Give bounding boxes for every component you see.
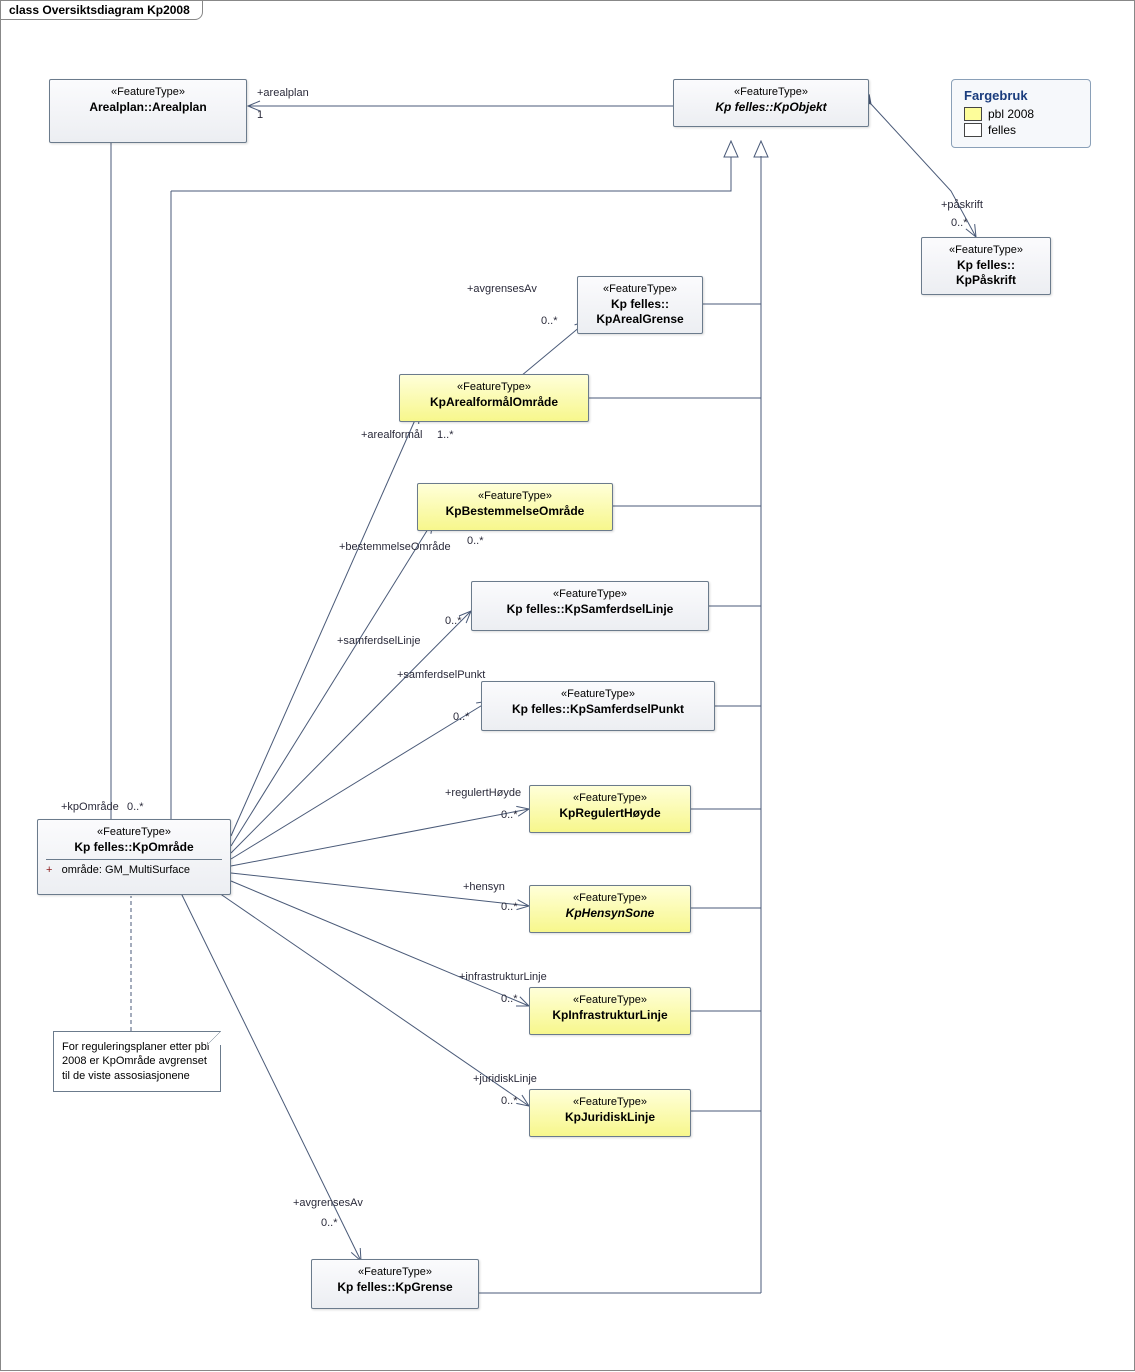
stereo: «FeatureType» [682, 86, 860, 100]
class-name: KpRegulertHøyde [538, 806, 682, 821]
label-juridisk-mult: 0..* [501, 1095, 518, 1107]
class-kpinfra: «FeatureType» KpInfrastrukturLinje [529, 987, 691, 1035]
label-arealformal-role: +arealformål [361, 429, 422, 441]
label-samfpunkt-mult: 0..* [453, 711, 470, 723]
class-name: KpArealformålOmråde [408, 395, 580, 410]
class-kpsamferdselpunkt: «FeatureType» Kp felles::KpSamferdselPun… [481, 681, 715, 731]
label-regulert-mult: 0..* [501, 809, 518, 821]
label-samflinje-role: +samferdselLinje [337, 635, 420, 647]
label-juridisk-role: +juridiskLinje [473, 1073, 537, 1085]
class-name: Kp felles::KpSamferdselLinje [480, 602, 700, 617]
label-arealplan-mult: 1 [257, 109, 263, 121]
label-grense-mult: 0..* [321, 1217, 338, 1229]
label-arealformal-mult: 1..* [437, 429, 454, 441]
class-name: KpJuridiskLinje [538, 1110, 682, 1125]
stereo: «FeatureType» [58, 86, 238, 100]
stereo: «FeatureType» [586, 283, 694, 297]
label-arealplan-role: +arealplan [257, 87, 309, 99]
class-arealplan: «FeatureType» Arealplan::Arealplan [49, 79, 247, 143]
stereo: «FeatureType» [480, 588, 700, 602]
stereo: «FeatureType» [320, 1266, 470, 1280]
note-text: For reguleringsplaner etter pbl 2008 er … [62, 1041, 209, 1082]
class-name: Kp felles::KpObjekt [682, 100, 860, 115]
diagram-frame: class Oversiktsdiagram Kp2008 [0, 0, 1135, 1371]
legend-swatch-felles [964, 123, 982, 137]
class-name: Kp felles:: KpPåskrift [930, 258, 1042, 288]
label-bestemmelse-mult: 0..* [467, 535, 484, 547]
class-name: Kp felles::KpOmråde [46, 840, 222, 855]
attr-section: + område: GM_MultiSurface [46, 859, 222, 878]
class-name: Kp felles:: KpArealGrense [586, 297, 694, 327]
diagram-title-tab: class Oversiktsdiagram Kp2008 [0, 0, 203, 20]
class-kpomrade: «FeatureType» Kp felles::KpOmråde + områ… [37, 819, 231, 895]
attr-visibility: + [46, 864, 52, 876]
class-name: Arealplan::Arealplan [58, 100, 238, 115]
legend-label-pbl: pbl 2008 [988, 107, 1034, 121]
stereo: «FeatureType» [930, 244, 1042, 258]
diagram-title: class Oversiktsdiagram Kp2008 [9, 3, 190, 17]
class-kpregulert: «FeatureType» KpRegulertHøyde [529, 785, 691, 833]
class-kpgrense: «FeatureType» Kp felles::KpGrense [311, 1259, 479, 1309]
legend-row-felles: felles [964, 123, 1078, 137]
class-kpjuridisk: «FeatureType» KpJuridiskLinje [529, 1089, 691, 1137]
stereo: «FeatureType» [408, 381, 580, 395]
label-grense-role: +avgrensesAv [293, 1197, 363, 1209]
legend-swatch-pbl [964, 107, 982, 121]
class-name: Kp felles::KpGrense [320, 1280, 470, 1295]
label-paskrift-mult: 0..* [951, 217, 968, 229]
label-kpomrade-mult: 0..* [127, 801, 144, 813]
stereo: «FeatureType» [538, 892, 682, 906]
label-bestemmelse-role: +bestemmelseOmråde [339, 541, 451, 553]
stereo: «FeatureType» [46, 826, 222, 840]
class-kpsamferdsellinje: «FeatureType» Kp felles::KpSamferdselLin… [471, 581, 709, 631]
class-kpbestemmelse: «FeatureType» KpBestemmelseOmråde [417, 483, 613, 531]
legend-title: Fargebruk [964, 88, 1078, 103]
stereo: «FeatureType» [490, 688, 706, 702]
class-kpobjekt: «FeatureType» Kp felles::KpObjekt [673, 79, 869, 127]
stereo: «FeatureType» [426, 490, 604, 504]
class-name: Kp felles::KpSamferdselPunkt [490, 702, 706, 717]
label-samflinje-mult: 0..* [445, 615, 462, 627]
class-kparealgrense: «FeatureType» Kp felles:: KpArealGrense [577, 276, 703, 334]
label-kpomrade-role: +kpOmråde [61, 801, 119, 813]
label-hensyn-role: +hensyn [463, 881, 505, 893]
class-name: KpInfrastrukturLinje [538, 1008, 682, 1023]
stereo: «FeatureType» [538, 1096, 682, 1110]
class-kppaskrift: «FeatureType» Kp felles:: KpPåskrift [921, 237, 1051, 295]
label-regulert-role: +regulertHøyde [445, 787, 521, 799]
legend-row-pbl: pbl 2008 [964, 107, 1078, 121]
label-hensyn-mult: 0..* [501, 901, 518, 913]
legend: Fargebruk pbl 2008 felles [951, 79, 1091, 148]
note-kpomrade: For reguleringsplaner etter pbl 2008 er … [53, 1031, 221, 1092]
label-infra-mult: 0..* [501, 993, 518, 1005]
class-kparealformal: «FeatureType» KpArealformålOmråde [399, 374, 589, 422]
label-paskrift-role: +påskrift [941, 199, 983, 211]
label-samfpunkt-role: +samferdselPunkt [397, 669, 485, 681]
label-infra-role: +infrastrukturLinje [459, 971, 547, 983]
stereo: «FeatureType» [538, 994, 682, 1008]
attr-text: område: GM_MultiSurface [62, 864, 190, 876]
stereo: «FeatureType» [538, 792, 682, 806]
class-name: KpHensynSone [538, 906, 682, 921]
class-kphensyn: «FeatureType» KpHensynSone [529, 885, 691, 933]
label-avgrenses-role: +avgrensesAv [467, 283, 537, 295]
class-name: KpBestemmelseOmråde [426, 504, 604, 519]
legend-label-felles: felles [988, 123, 1016, 137]
label-avgrenses-mult: 0..* [541, 315, 558, 327]
